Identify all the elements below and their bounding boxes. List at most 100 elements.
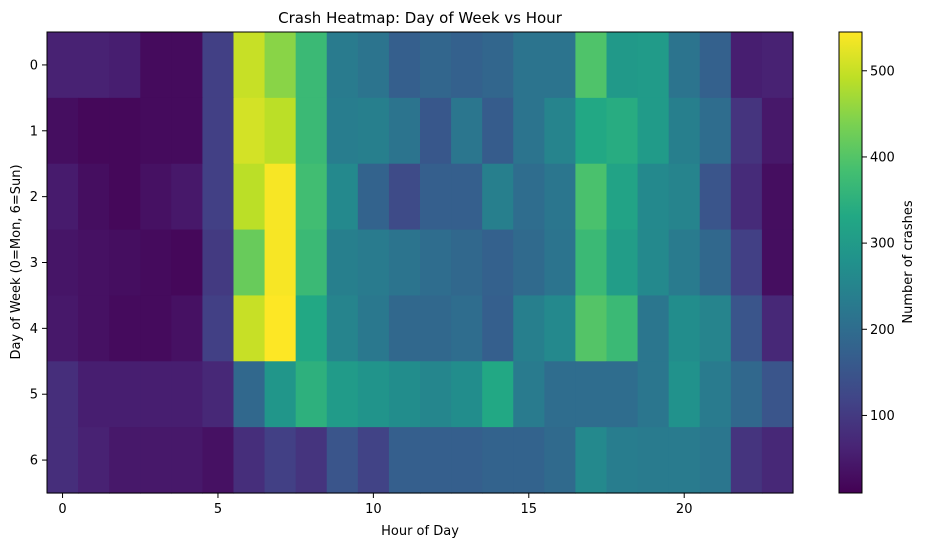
heatmap-cell xyxy=(140,97,172,165)
heatmap-cell xyxy=(482,163,514,231)
colorbar-ticks: 100 200 300 400 500 xyxy=(862,64,895,424)
heatmap-cell xyxy=(202,97,235,165)
heatmap-cell xyxy=(357,427,390,494)
heatmap-cell xyxy=(699,427,732,494)
heatmap-cell xyxy=(699,361,732,428)
heatmap-cell xyxy=(140,229,172,297)
heatmap-cell xyxy=(357,163,390,231)
y-axis: 0 1 2 3 4 5 6 xyxy=(30,58,47,469)
heatmap-cell xyxy=(451,229,483,297)
heatmap-cell xyxy=(482,97,514,165)
heatmap-cell xyxy=(451,32,483,99)
heatmap-cell xyxy=(606,295,639,362)
heatmap-cell xyxy=(420,163,452,231)
x-tick-label: 5 xyxy=(214,502,222,517)
heatmap-cell xyxy=(388,427,421,494)
y-tick-label: 0 xyxy=(30,58,38,73)
heatmap-cell xyxy=(109,163,141,231)
heatmap-cell xyxy=(109,32,141,99)
heatmap-cell xyxy=(761,97,794,165)
heatmap-cell xyxy=(171,32,204,99)
heatmap-cell xyxy=(326,32,359,99)
heatmap-cell xyxy=(171,361,204,428)
heatmap-cell xyxy=(575,163,608,231)
heatmap-cell xyxy=(544,361,577,428)
heatmap-cell xyxy=(264,32,297,99)
heatmap-cell xyxy=(575,361,608,428)
heatmap-cell xyxy=(730,427,763,494)
heatmap-cell xyxy=(47,427,79,494)
heatmap-cell xyxy=(171,427,204,494)
heatmap-cell xyxy=(513,97,545,165)
y-tick-label: 3 xyxy=(30,256,38,271)
heatmap-cell xyxy=(420,361,452,428)
heatmap-cell xyxy=(606,229,639,297)
heatmap-cell xyxy=(109,361,141,428)
heatmap-cell xyxy=(295,229,328,297)
heatmap-cell xyxy=(109,229,141,297)
x-tick-label: 10 xyxy=(365,502,382,517)
heatmap-cell xyxy=(606,163,639,231)
heatmap-cell xyxy=(544,295,577,362)
heatmap-cell xyxy=(388,361,421,428)
heatmap-cell xyxy=(575,229,608,297)
heatmap-cell xyxy=(233,32,266,99)
heatmap-cell xyxy=(47,361,79,428)
heatmap-cell xyxy=(140,163,172,231)
heatmap-cell xyxy=(233,97,266,165)
y-tick-label: 2 xyxy=(30,190,38,205)
heatmap-cell xyxy=(637,163,670,231)
heatmap-cell xyxy=(668,427,701,494)
heatmap-cell xyxy=(47,32,79,99)
heatmap-cell xyxy=(699,163,732,231)
heatmap-cell xyxy=(357,361,390,428)
heatmap-cell xyxy=(78,229,110,297)
heatmap-cell xyxy=(140,295,172,362)
x-tick-label: 0 xyxy=(58,502,66,517)
colorbar-label: Number of crashes xyxy=(901,200,916,323)
heatmap-cell xyxy=(326,229,359,297)
heatmap-cell xyxy=(202,361,235,428)
x-tick-label: 20 xyxy=(676,502,693,517)
heatmap-cell xyxy=(761,32,794,99)
heatmap-cell xyxy=(544,97,577,165)
y-axis-label: Day of Week (0=Mon, 6=Sun) xyxy=(9,164,24,359)
heatmap-cells xyxy=(47,32,794,494)
heatmap-cell xyxy=(264,295,297,362)
heatmap-cell xyxy=(202,229,235,297)
heatmap-cell xyxy=(388,97,421,165)
heatmap-cell xyxy=(730,229,763,297)
heatmap-cell xyxy=(420,97,452,165)
heatmap-cell xyxy=(47,97,79,165)
heatmap-cell xyxy=(295,427,328,494)
heatmap-cell xyxy=(451,97,483,165)
heatmap-cell xyxy=(637,361,670,428)
heatmap-cell xyxy=(264,229,297,297)
heatmap-cell xyxy=(544,163,577,231)
heatmap-cell xyxy=(637,97,670,165)
heatmap-cell xyxy=(78,361,110,428)
heatmap-cell xyxy=(78,295,110,362)
heatmap-cell xyxy=(140,427,172,494)
heatmap-cell xyxy=(730,163,763,231)
heatmap-cell xyxy=(420,32,452,99)
heatmap-cell xyxy=(637,295,670,362)
heatmap-cell xyxy=(264,427,297,494)
heatmap-cell xyxy=(482,361,514,428)
heatmap-cell xyxy=(761,295,794,362)
heatmap-cell xyxy=(699,97,732,165)
heatmap-cell xyxy=(513,427,545,494)
heatmap-cell xyxy=(202,427,235,494)
heatmap-cell xyxy=(109,97,141,165)
y-tick-label: 5 xyxy=(30,388,38,403)
heatmap-cell xyxy=(482,229,514,297)
heatmap-cell xyxy=(420,295,452,362)
heatmap-cell xyxy=(357,97,390,165)
heatmap-cell xyxy=(575,295,608,362)
heatmap-cell xyxy=(513,295,545,362)
heatmap-cell xyxy=(420,427,452,494)
heatmap-cell xyxy=(388,163,421,231)
heatmap-cell xyxy=(544,229,577,297)
heatmap-cell xyxy=(47,295,79,362)
